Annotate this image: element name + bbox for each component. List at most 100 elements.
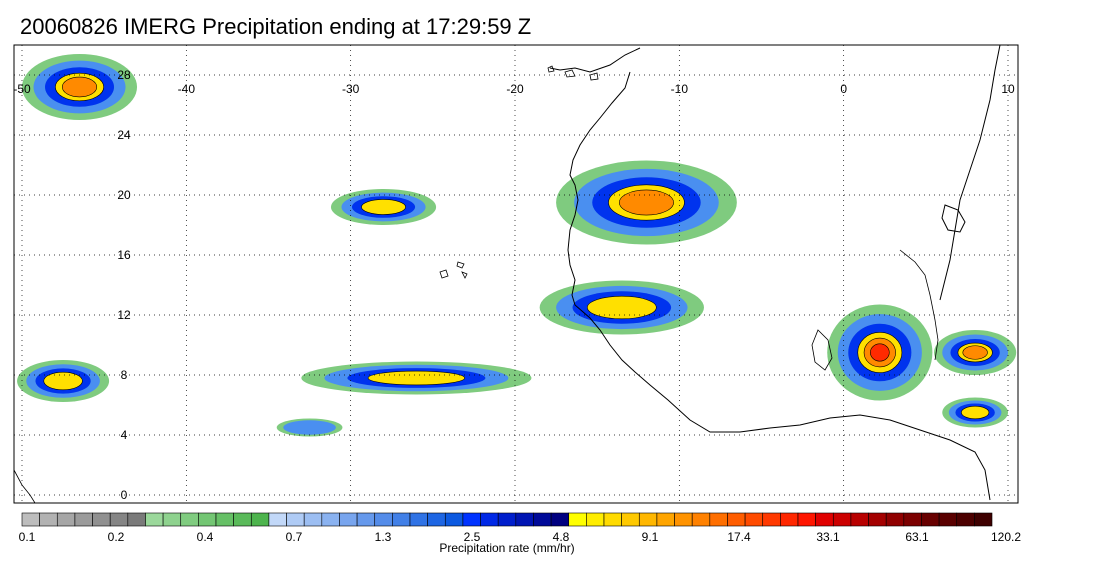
colorbar-swatch [109, 512, 129, 527]
colorbar-swatch [92, 512, 111, 527]
north-atlantic-nw-system [22, 54, 138, 120]
latitude-label: 12 [117, 308, 131, 322]
coastal-20n-system [556, 160, 737, 245]
colorbar-swatch [674, 512, 693, 527]
colorbar-swatch [744, 512, 764, 527]
colorbar-swatch [868, 512, 887, 527]
colorbar-swatch [533, 512, 552, 527]
west-africa-mcs [827, 304, 933, 401]
colorbar-swatch [550, 512, 570, 527]
colorbar-swatch [497, 512, 517, 527]
colorbar-swatch [374, 512, 393, 527]
precip-contour [619, 189, 674, 216]
cape-verde-islands [439, 261, 468, 279]
colorbar-swatch [233, 512, 252, 527]
colorbar-tick-label: 1.3 [375, 530, 392, 544]
canary-islands [547, 65, 599, 81]
colorbar-tick-labels: 0.1 0.2 0.4 0.7 1.3 2.5 4.8 9.1 17.4 33.1 63.1 120.… [19, 530, 1022, 544]
coastline [13, 44, 1001, 504]
colorbar-tick-label: 9.1 [642, 530, 659, 544]
latitude-label: 28 [117, 68, 131, 82]
colorbar-swatch [392, 512, 411, 527]
colorbar-swatch [303, 512, 323, 527]
latitude-label: 0 [121, 488, 128, 502]
longitude-label: -20 [506, 82, 524, 96]
precipitation-layer [17, 54, 1017, 437]
precip-contour [870, 343, 890, 362]
colorbar-tick-label: 0.4 [197, 530, 214, 544]
colorbar-swatch [709, 512, 728, 527]
colorbar-swatch [832, 512, 852, 527]
west-edge-8n-system [17, 360, 110, 402]
west-africa-coastline [567, 71, 991, 501]
mid-atlantic-19n-system [330, 189, 437, 225]
colorbar-swatch [568, 512, 587, 527]
latitude-label: 20 [117, 188, 131, 202]
latitude-label: 4 [121, 428, 128, 442]
colorbar-swatch [921, 512, 940, 527]
precip-contour [367, 370, 466, 386]
colorbar-tick-label: 33.1 [816, 530, 840, 544]
precip-contour [43, 371, 83, 391]
south-america-coast [13, 469, 36, 504]
precip-contour [61, 76, 98, 98]
map-frame [13, 44, 1019, 504]
colorbar-swatch [656, 512, 675, 527]
east-edge-5n-system [942, 397, 1009, 428]
longitude-label: 0 [840, 82, 847, 96]
colorbar-swatch [956, 512, 975, 527]
map-title: 20060826 IMERG Precipitation ending at 1… [20, 14, 532, 39]
east-edge-10n-system [934, 330, 1017, 375]
niger-river [899, 249, 939, 361]
colorbar-swatch [903, 512, 922, 527]
colorbar-tick-label: 2.5 [464, 530, 481, 544]
colorbar-swatch [638, 512, 658, 527]
colorbar-swatch [621, 512, 640, 527]
colorbar-swatch [938, 512, 958, 527]
colorbar-tick-label: 4.8 [553, 530, 570, 544]
longitude-label: -30 [342, 82, 360, 96]
colorbar-swatch [409, 512, 428, 527]
colorbar-swatch [780, 512, 799, 527]
longitude-label: -40 [178, 82, 196, 96]
colorbar-swatch [56, 512, 76, 527]
colorbar-swatch [850, 512, 869, 527]
colorbar-tick-label: 63.1 [905, 530, 929, 544]
guinea-coast-system [539, 280, 704, 335]
colorbar-swatch [762, 512, 781, 527]
colorbar-swatch [462, 512, 481, 527]
precip-contour [361, 199, 406, 215]
colorbar-swatch [339, 512, 358, 527]
colorbar-caption: Precipitation rate (mm/hr) [439, 541, 575, 555]
colorbar-swatch [586, 512, 605, 527]
colorbar-tick-label: 120.2 [991, 530, 1021, 544]
precip-contour [961, 405, 990, 420]
colorbar-swatch [885, 512, 905, 527]
colorbar-swatch [21, 512, 40, 527]
colorbar-swatch [356, 512, 376, 527]
colorbar-swatch [198, 512, 217, 527]
longitude-label: -10 [671, 82, 689, 96]
colorbar-swatch [215, 512, 234, 527]
colorbar-tick-label: 0.2 [108, 530, 125, 544]
colorbar-swatch [74, 512, 93, 527]
colorbar-swatch [39, 512, 58, 527]
latitude-label: 16 [117, 248, 131, 262]
colorbar-swatch [797, 512, 816, 527]
colorbar-swatch [286, 512, 305, 527]
colorbar-swatch [145, 512, 164, 527]
lake-volta [811, 329, 833, 371]
latitude-label: 8 [121, 368, 128, 382]
colorbar-swatch [691, 512, 711, 527]
latitude-label: 24 [117, 128, 131, 142]
longitude-label: -50 [13, 82, 31, 96]
colorbar-swatch [480, 512, 499, 527]
colorbar-swatch [250, 512, 270, 527]
colorbar-swatch [268, 512, 287, 527]
east-coastline [939, 44, 1001, 301]
colorbar-swatch [162, 512, 182, 527]
colorbar-swatches [21, 512, 993, 527]
colorbar-swatch [603, 512, 622, 527]
